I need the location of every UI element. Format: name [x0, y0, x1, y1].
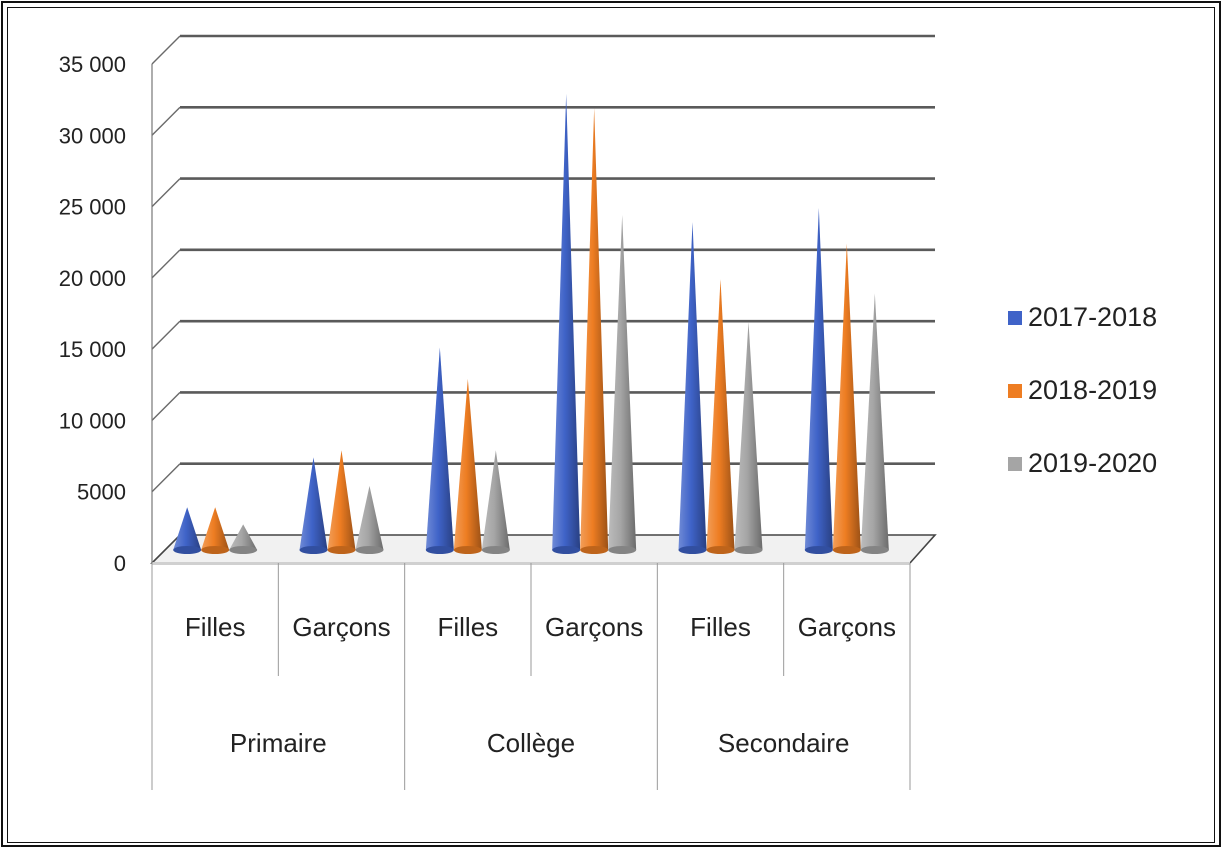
x-category-label: Filles	[690, 612, 751, 642]
cone-mark	[453, 378, 482, 554]
legend-entry: 2019-2020	[1008, 448, 1157, 478]
cone-mark	[552, 93, 581, 554]
cone-mark	[678, 222, 707, 554]
x-axis-categories: Filles Garçons Filles Garçons Filles Garçons P…	[151, 563, 911, 790]
y-tick-label: 10 000	[59, 408, 126, 433]
y-tick-label: 30 000	[59, 123, 126, 148]
cone-mark	[355, 485, 384, 554]
cone-mark	[481, 450, 510, 554]
x-group-label: Secondaire	[718, 728, 850, 758]
y-tick-label: 35 000	[59, 52, 126, 77]
y-axis-ticks: 0 5000 10 000 15 000 20 000 25 000 30 000 35 00…	[59, 52, 126, 576]
legend-label: 2017-2018	[1028, 302, 1157, 332]
gridline-depth	[151, 35, 181, 65]
y-tick-label: 25 000	[59, 195, 126, 220]
legend-entry: 2018-2019	[1008, 375, 1157, 405]
gridline-depth	[151, 178, 181, 208]
cone-mark	[734, 321, 763, 554]
gridline-depth	[151, 249, 181, 279]
cone-mark	[299, 457, 328, 554]
x-group-label: Primaire	[230, 728, 327, 758]
x-category-label: Filles	[437, 612, 498, 642]
legend: 2017-2018 2018-2019 2019-2020	[1008, 302, 1157, 478]
x-category-label: Filles	[185, 612, 246, 642]
gridline-depth	[151, 320, 181, 350]
cone-mark	[580, 108, 609, 554]
y-tick-label: 0	[114, 551, 126, 576]
legend-swatch	[1008, 311, 1022, 325]
x-category-label: Garçons	[798, 612, 896, 642]
cone-mark	[201, 507, 230, 554]
legend-label: 2018-2019	[1028, 375, 1157, 405]
cone-mark	[229, 524, 258, 554]
cones	[173, 93, 889, 554]
cone-mark	[860, 293, 889, 554]
x-category-label: Garçons	[545, 612, 643, 642]
cone-mark	[327, 450, 356, 554]
gridline-depth	[151, 391, 181, 421]
gridline-depth	[151, 463, 181, 493]
cone-mark	[173, 507, 202, 554]
y-tick-label: 5000	[77, 480, 126, 505]
x-category-label: Garçons	[292, 612, 390, 642]
legend-label: 2019-2020	[1028, 448, 1157, 478]
cone-mark	[706, 279, 735, 554]
legend-swatch	[1008, 457, 1022, 471]
legend-swatch	[1008, 384, 1022, 398]
gridline-depth	[151, 106, 181, 136]
cone-mark	[804, 207, 833, 554]
inner-frame	[7, 7, 1215, 843]
cone-mark	[832, 243, 861, 554]
cone-mark	[425, 347, 454, 554]
x-group-label: Collège	[487, 728, 575, 758]
y-tick-label: 15 000	[59, 337, 126, 362]
y-tick-label: 20 000	[59, 266, 126, 291]
cone-mark	[608, 214, 637, 554]
legend-entry: 2017-2018	[1008, 302, 1157, 332]
